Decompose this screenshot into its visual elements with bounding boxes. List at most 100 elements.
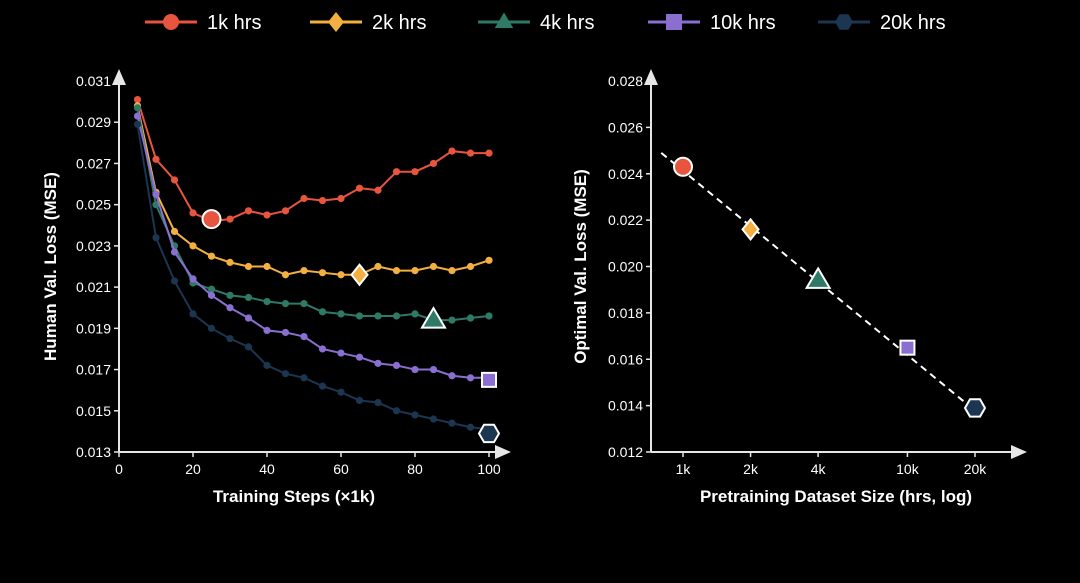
data-point — [392, 267, 401, 275]
y-tick-label: 0.019 — [76, 320, 111, 336]
data-point — [263, 211, 271, 219]
point-20k-hrs — [963, 398, 987, 418]
y-axis-label: Human Val. Loss (MSE) — [41, 172, 60, 361]
data-point — [337, 349, 345, 357]
x-tick-label: 0 — [115, 461, 123, 477]
legend-marker-hexagon — [835, 14, 853, 30]
data-point — [152, 190, 160, 198]
data-point — [244, 314, 253, 322]
data-point — [263, 361, 271, 370]
data-point — [300, 267, 308, 275]
data-point — [337, 310, 345, 318]
legend: 1k hrs 2k hrs 4k hrs 10k hrs 20k hrs — [145, 12, 946, 34]
legend-item-20k-hrs: 20k hrs — [818, 12, 946, 34]
legend-label: 10k hrs — [710, 12, 776, 34]
data-point — [448, 147, 456, 155]
y-tick-label: 0.013 — [76, 444, 111, 460]
data-point — [355, 312, 364, 320]
data-point — [374, 312, 382, 320]
data-point — [263, 326, 271, 334]
data-point — [207, 291, 216, 299]
legend-marker-square — [666, 14, 682, 30]
data-point — [263, 262, 271, 271]
series-2k-hrs — [133, 102, 493, 279]
training-loss-chart: 0.013 0.015 0.017 0.019 0.021 0.023 0.025 0.027… — [41, 69, 511, 506]
legend-item-1k-hrs: 1k hrs — [145, 12, 261, 34]
data-point — [207, 324, 216, 332]
data-point — [374, 359, 382, 367]
data-point — [189, 242, 197, 250]
data-point — [485, 149, 493, 157]
y-tick-label: 0.028 — [608, 73, 643, 89]
data-point — [429, 262, 438, 271]
x-tick-label: 40 — [259, 461, 275, 477]
data-point — [244, 207, 253, 215]
legend-label: 2k hrs — [372, 12, 426, 34]
point-4k-hrs — [804, 266, 832, 289]
x-tick-label: 60 — [333, 461, 349, 477]
data-point — [300, 374, 308, 382]
data-point — [189, 209, 197, 217]
data-point — [244, 293, 253, 302]
optimal-loss-chart: 0.012 0.014 0.016 0.018 0.020 0.022 0.024 0.026… — [571, 69, 1027, 506]
data-point — [355, 184, 364, 192]
data-point — [189, 275, 197, 283]
y-tick-label: 0.031 — [76, 73, 111, 89]
y-tick-label: 0.018 — [608, 305, 643, 321]
data-point — [448, 419, 456, 427]
data-point — [318, 269, 327, 277]
data-point — [300, 300, 308, 308]
data-point — [466, 374, 475, 382]
legend-marker-diamond — [328, 12, 344, 32]
data-point — [170, 248, 179, 256]
data-point — [170, 227, 179, 236]
legend-item-4k-hrs: 4k hrs — [478, 12, 594, 34]
data-point — [429, 159, 438, 168]
data-point — [429, 415, 438, 423]
data-point — [392, 361, 401, 370]
legend-item-2k-hrs: 2k hrs — [310, 12, 426, 34]
data-point — [392, 407, 401, 415]
data-point — [133, 120, 142, 128]
data-point — [411, 411, 419, 419]
data-point — [355, 353, 364, 361]
data-point — [281, 271, 290, 279]
data-point — [226, 291, 234, 299]
data-point — [263, 297, 271, 306]
x-axis-arrow — [1011, 445, 1027, 459]
data-point — [189, 310, 197, 318]
data-point — [466, 423, 475, 431]
series-20k-hrs — [133, 120, 493, 433]
series-line — [136, 105, 490, 276]
x-axis-label: Training Steps (×1k) — [213, 487, 375, 506]
legend-label: 1k hrs — [207, 12, 261, 34]
legend-label: 4k hrs — [540, 12, 594, 34]
data-point — [170, 176, 179, 184]
y-tick-label: 0.025 — [76, 197, 111, 213]
x-axis-arrow — [495, 445, 511, 459]
legend-label: 20k hrs — [880, 12, 946, 34]
optimum-marker-1k-hrs — [201, 209, 222, 230]
data-point — [429, 365, 438, 374]
legend-item-10k-hrs: 10k hrs — [648, 12, 776, 34]
data-point — [281, 300, 290, 308]
legend-marker-triangle — [494, 12, 514, 28]
data-point — [281, 207, 290, 215]
data-point — [300, 194, 308, 203]
point-2k-hrs — [741, 217, 760, 242]
data-point — [318, 382, 327, 390]
series-line — [136, 99, 489, 223]
data-point — [318, 345, 327, 353]
y-tick-label: 0.016 — [608, 351, 643, 367]
series-1k-hrs — [133, 95, 493, 225]
y-tick-label: 0.023 — [76, 238, 111, 254]
y-tick-label: 0.017 — [76, 362, 111, 378]
data-point — [466, 262, 475, 271]
data-point — [337, 271, 345, 279]
data-point — [226, 215, 234, 223]
x-tick-label: 100 — [477, 461, 501, 477]
y-axis-arrow — [644, 69, 658, 85]
data-point — [226, 335, 234, 343]
optimum-marker-10k-hrs — [481, 371, 497, 388]
